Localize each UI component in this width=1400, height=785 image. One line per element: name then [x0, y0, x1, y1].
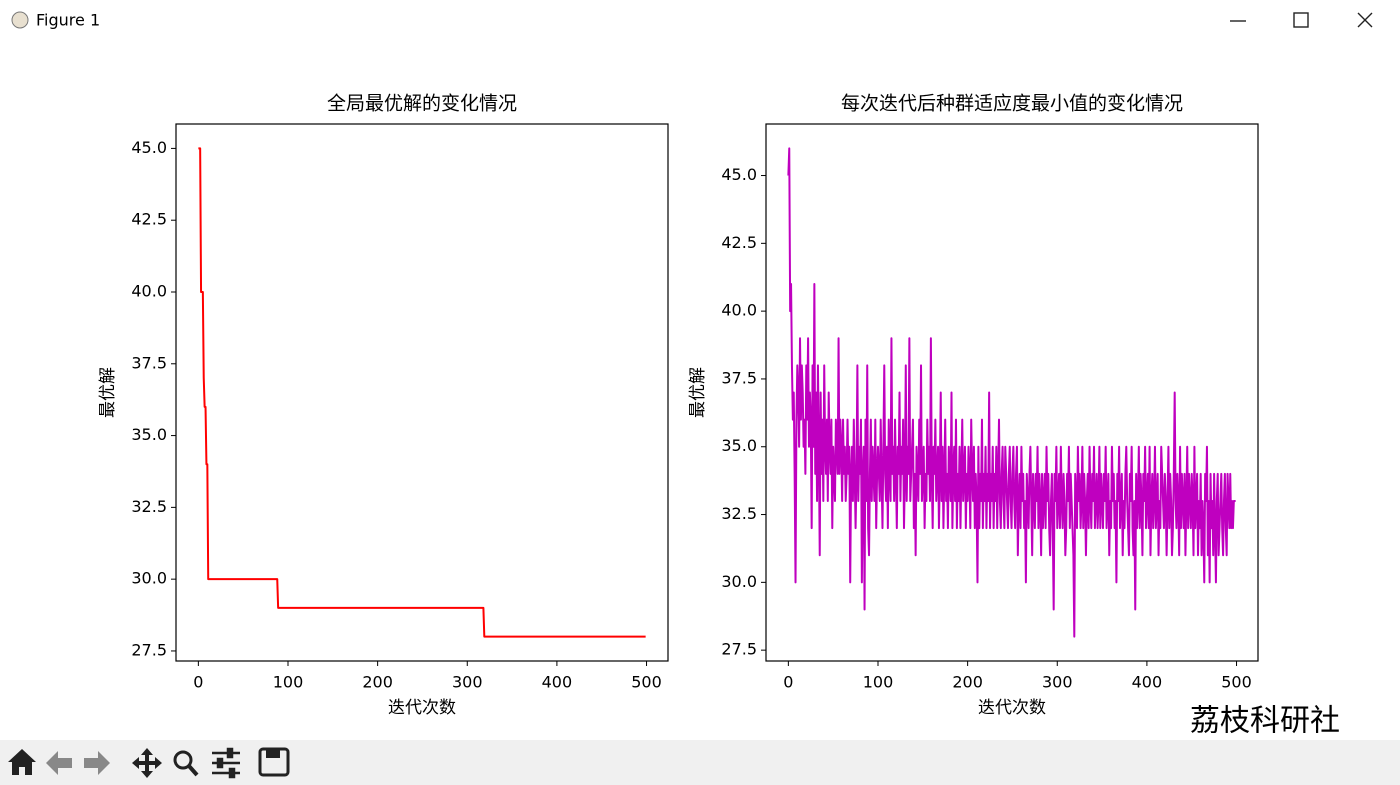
- x-tick-label: 0: [193, 673, 203, 692]
- y-tick-label: 45.0: [131, 138, 167, 157]
- pan-button[interactable]: [132, 748, 162, 778]
- x-tick-label: 0: [783, 673, 793, 692]
- y-tick-label: 42.5: [131, 210, 167, 229]
- toolbar: [0, 740, 1400, 785]
- toolbar-buttons: [8, 747, 290, 779]
- y-tick-label: 42.5: [721, 233, 757, 252]
- y-tick-label: 35.0: [131, 425, 167, 444]
- data-line: [787, 147, 1236, 638]
- y-tick-label: 32.5: [131, 497, 167, 516]
- x-tick-label: 200: [952, 673, 983, 692]
- y-tick-label: 32.5: [721, 504, 757, 523]
- window-title: Figure 1: [36, 11, 100, 30]
- forward-button[interactable]: [84, 751, 110, 775]
- app-icon: [11, 11, 29, 29]
- x-tick-label: 200: [362, 673, 393, 692]
- y-tick-label: 30.0: [131, 569, 167, 588]
- x-axis-label: 迭代次数: [388, 698, 456, 718]
- plot-frame: [175, 123, 669, 662]
- y-tick-label: 45.0: [721, 165, 757, 184]
- chart-title: 全局最优解的变化情况: [327, 93, 517, 115]
- y-tick-label: 40.0: [721, 301, 757, 320]
- x-tick-label: 400: [1132, 673, 1163, 692]
- configure-button[interactable]: [212, 747, 240, 779]
- x-tick-label: 100: [273, 673, 304, 692]
- y-tick-label: 37.5: [131, 353, 167, 372]
- x-tick-label: 500: [631, 673, 662, 692]
- y-tick-label: 27.5: [721, 640, 757, 659]
- x-axis-label: 迭代次数: [978, 698, 1046, 718]
- maximize-button[interactable]: [1293, 12, 1309, 28]
- y-tick-label: 37.5: [721, 368, 757, 387]
- home-button[interactable]: [8, 749, 36, 775]
- save-button[interactable]: [258, 747, 290, 777]
- chart-title: 每次迭代后种群适应度最小值的变化情况: [841, 93, 1183, 115]
- x-tick-label: 300: [452, 673, 483, 692]
- plot-frame: [765, 123, 1259, 662]
- x-tick-label: 500: [1221, 673, 1252, 692]
- y-tick-label: 35.0: [721, 436, 757, 455]
- back-button[interactable]: [46, 751, 72, 775]
- y-tick-label: 27.5: [131, 640, 167, 659]
- zoom-button[interactable]: [173, 750, 199, 777]
- y-tick-label: 40.0: [131, 281, 167, 300]
- y-tick-label: 30.0: [721, 572, 757, 591]
- x-tick-label: 100: [863, 673, 894, 692]
- y-axis-label: 最优解: [98, 367, 118, 418]
- watermark: 荔枝科研社: [1190, 704, 1340, 739]
- x-tick-label: 300: [1042, 673, 1073, 692]
- close-button[interactable]: [1357, 12, 1373, 28]
- data-line: [198, 147, 646, 638]
- y-axis-label: 最优解: [688, 367, 708, 418]
- x-tick-label: 400: [542, 673, 573, 692]
